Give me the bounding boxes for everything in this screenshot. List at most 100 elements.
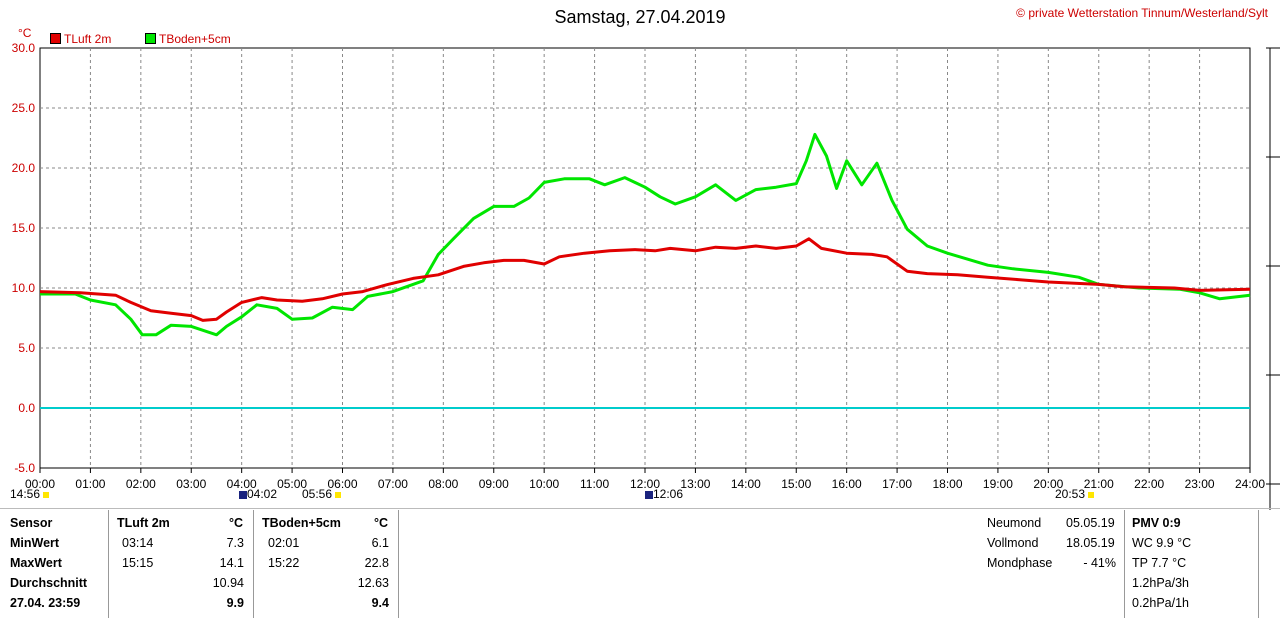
y-tick-label: 20.0 bbox=[12, 161, 36, 175]
y-tick-label: -5.0 bbox=[14, 461, 35, 475]
chart-grid bbox=[39, 47, 1251, 469]
row-label-max: MaxWert bbox=[10, 556, 62, 570]
row-label-avg: Durchschnitt bbox=[10, 576, 88, 590]
copyright-text: © private Wetterstation Tinnum/Westerlan… bbox=[1016, 6, 1268, 20]
table-header-tboden: TBoden+5cm bbox=[262, 516, 341, 530]
x-axis-ticks: 00:00 01:00 02:00 03:00 04:00 05:00 06:00 07:00… bbox=[25, 468, 1265, 491]
divider bbox=[1124, 510, 1125, 618]
avg-value-tluft: 10.94 bbox=[212, 576, 244, 590]
sun-icon bbox=[1088, 492, 1095, 498]
x-tick-label: 24:00 bbox=[1235, 477, 1265, 491]
series-line-tboden bbox=[40, 132, 1251, 337]
moon-label-phase: Mondphase bbox=[987, 556, 1053, 570]
x-tick-label: 14:00 bbox=[731, 477, 761, 491]
y-axis-ticks: 30.0 25.0 20.0 15.0 10.0 5.0 0.0 -5.0 bbox=[12, 41, 36, 475]
x-tick-label: 17:00 bbox=[882, 477, 912, 491]
x-tick-label: 01:00 bbox=[75, 477, 105, 491]
time-marker-sunset: 14:56 bbox=[10, 487, 50, 501]
x-tick-label: 13:00 bbox=[680, 477, 710, 491]
current-value-tboden: 9.4 bbox=[371, 596, 389, 610]
max-time-tluft: 15:15 bbox=[122, 556, 154, 570]
moon-label-new: Neumond bbox=[987, 516, 1042, 530]
row-label-current: 27.04. 23:59 bbox=[10, 596, 81, 610]
x-tick-label: 00:00 bbox=[25, 477, 55, 491]
sun-icon bbox=[43, 492, 50, 498]
divider bbox=[0, 508, 1280, 509]
pressure-3h-value: 1.2hPa/3h bbox=[1132, 576, 1189, 590]
legend-label-tboden: TBoden+5cm bbox=[159, 32, 231, 46]
time-marker-sunrise: 05:56 bbox=[302, 487, 342, 501]
divider bbox=[108, 510, 109, 618]
x-tick-label: 12:00 bbox=[630, 477, 660, 491]
moon-label-full: Vollmond bbox=[987, 536, 1039, 550]
table-header-tluft: TLuft 2m bbox=[117, 516, 170, 530]
x-tick-label: 04:00 bbox=[227, 477, 257, 491]
x-tick-label: 03:00 bbox=[176, 477, 206, 491]
time-marker-label: 14:56 bbox=[10, 487, 41, 501]
y-tick-label: 10.0 bbox=[12, 281, 36, 295]
time-marker-moonrise: 04:02 bbox=[239, 487, 277, 501]
y-tick-label: 15.0 bbox=[12, 221, 36, 235]
legend-swatch-green bbox=[145, 33, 156, 44]
x-tick-label: 19:00 bbox=[983, 477, 1013, 491]
min-value-tluft: 7.3 bbox=[226, 536, 244, 550]
sun-icon bbox=[335, 492, 342, 498]
avg-value-tboden: 12.63 bbox=[357, 576, 389, 590]
min-time-tluft: 03:14 bbox=[122, 536, 154, 550]
divider bbox=[253, 510, 254, 618]
y-tick-label: 30.0 bbox=[12, 41, 36, 55]
time-marker-label: 20:53 bbox=[1055, 487, 1086, 501]
x-tick-label: 02:00 bbox=[126, 477, 156, 491]
x-tick-label: 18:00 bbox=[932, 477, 962, 491]
moon-icon bbox=[239, 491, 247, 499]
stats-table: Sensor TLuft 2m °C TBoden+5cm °C MinWert… bbox=[0, 510, 1280, 621]
chart-title: Samstag, 27.04.2019 bbox=[554, 7, 726, 27]
x-tick-label: 09:00 bbox=[479, 477, 509, 491]
x-tick-label: 06:00 bbox=[327, 477, 357, 491]
moon-value-phase: - 41% bbox=[1083, 556, 1116, 570]
max-value-tboden: 22.8 bbox=[364, 556, 389, 570]
legend-item-tluft: TLuft 2m bbox=[50, 32, 111, 46]
x-tick-label: 08:00 bbox=[428, 477, 458, 491]
chart-series bbox=[39, 132, 1251, 409]
time-marker-label: 05:56 bbox=[302, 487, 333, 501]
pmv-value: PMV 0:9 bbox=[1132, 516, 1181, 530]
x-tick-label: 23:00 bbox=[1185, 477, 1215, 491]
x-tick-label: 20:00 bbox=[1033, 477, 1063, 491]
dewpoint-value: TP 7.7 °C bbox=[1132, 556, 1187, 570]
moon-value-full: 18.05.19 bbox=[1066, 536, 1115, 550]
min-value-tboden: 6.1 bbox=[371, 536, 389, 550]
x-tick-label: 05:00 bbox=[277, 477, 307, 491]
time-marker-label: 04:02 bbox=[247, 487, 278, 501]
x-tick-label: 15:00 bbox=[781, 477, 811, 491]
x-tick-label: 21:00 bbox=[1084, 477, 1114, 491]
series-line-tluft bbox=[39, 237, 1251, 322]
max-value-tluft: 14.1 bbox=[219, 556, 244, 570]
legend-swatch-red bbox=[50, 33, 61, 44]
table-header-unit1: °C bbox=[229, 516, 244, 530]
legend-item-tboden: TBoden+5cm bbox=[145, 32, 231, 46]
x-tick-label: 07:00 bbox=[378, 477, 408, 491]
y-tick-label: 5.0 bbox=[18, 341, 35, 355]
table-header-sensor: Sensor bbox=[10, 516, 53, 530]
time-marker-sunset-2: 20:53 bbox=[1055, 487, 1095, 501]
y-tick-label: 0.0 bbox=[18, 401, 35, 415]
moon-value-new: 05.05.19 bbox=[1066, 516, 1115, 530]
max-time-tboden: 15:22 bbox=[268, 556, 300, 570]
temperature-chart: 30.0 25.0 20.0 15.0 10.0 5.0 0.0 -5.0 00:00 01:0… bbox=[12, 41, 1280, 510]
row-label-min: MinWert bbox=[10, 536, 60, 550]
divider bbox=[1258, 510, 1259, 618]
pressure-1h-value: 0.2hPa/1h bbox=[1132, 596, 1189, 610]
x-tick-label: 16:00 bbox=[832, 477, 862, 491]
current-value-tluft: 9.9 bbox=[226, 596, 244, 610]
windchill-value: WC 9.9 °C bbox=[1132, 536, 1192, 550]
side-scale bbox=[1266, 47, 1280, 510]
y-unit-label: °C bbox=[18, 26, 32, 40]
legend-label-tluft: TLuft 2m bbox=[64, 32, 112, 46]
divider bbox=[398, 510, 399, 618]
min-time-tboden: 02:01 bbox=[268, 536, 300, 550]
time-marker-moonset: 12:06 bbox=[645, 487, 683, 501]
y-tick-label: 25.0 bbox=[12, 101, 36, 115]
x-tick-label: 11:00 bbox=[580, 477, 609, 491]
table-header-unit2: °C bbox=[374, 516, 389, 530]
